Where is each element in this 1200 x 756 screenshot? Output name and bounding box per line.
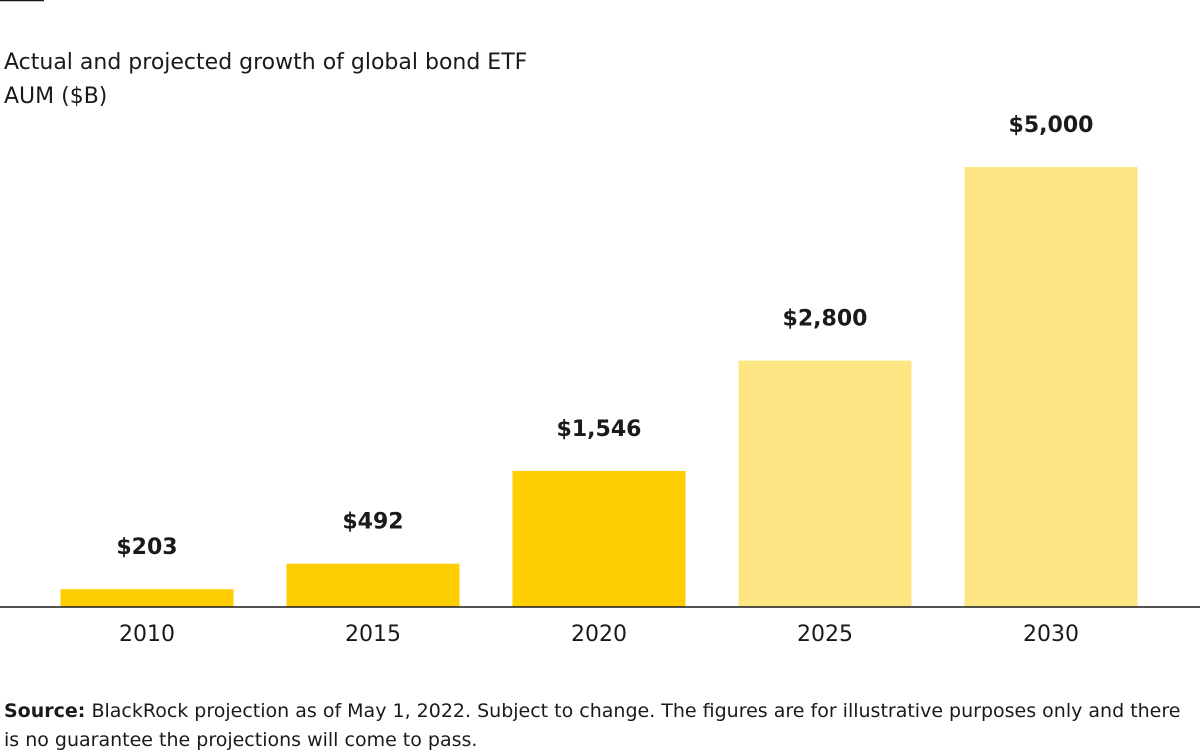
value-label: $5,000 [1009, 113, 1094, 138]
bar [286, 563, 460, 607]
value-label: $492 [342, 510, 403, 535]
x-tick-label: 2030 [1023, 622, 1079, 647]
value-label: $2,800 [783, 307, 868, 332]
value-label: $1,546 [557, 417, 642, 442]
x-tick-label: 2015 [345, 622, 401, 647]
x-tick-label: 2010 [119, 622, 175, 647]
source-label: Source: [4, 700, 86, 722]
bar [512, 470, 686, 607]
value-label: $203 [116, 535, 177, 560]
x-tick-label: 2020 [571, 622, 627, 647]
source-note: Source: BlackRock projection as of May 1… [4, 697, 1199, 755]
bar [738, 360, 912, 607]
bar [964, 167, 1138, 607]
source-text: BlackRock projection as of May 1, 2022. … [4, 700, 1181, 751]
x-tick-label: 2025 [797, 622, 853, 647]
chart-title: Actual and projected growth of global bo… [4, 50, 528, 109]
bar [60, 589, 234, 607]
